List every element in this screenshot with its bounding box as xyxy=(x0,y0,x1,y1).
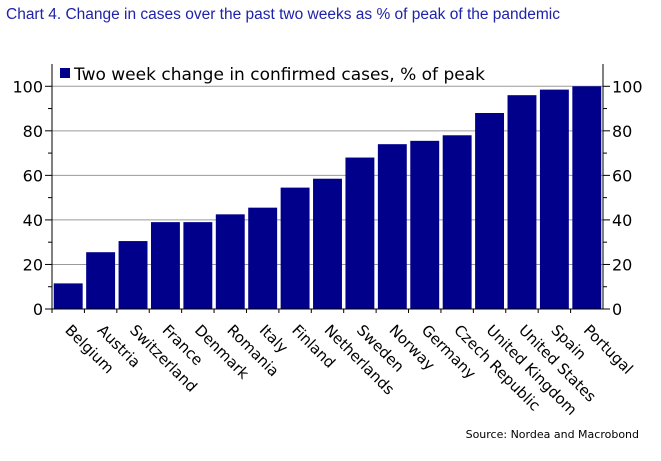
legend-swatch xyxy=(60,68,70,78)
y-tick-label-right: 80 xyxy=(612,122,632,141)
y-tick-label-left: 0 xyxy=(33,300,43,319)
source-note: Source: Nordea and Macrobond xyxy=(466,428,639,441)
bars xyxy=(54,86,602,309)
bar-chart: 0 20 40 60 80 100 0 20 40 60 80 100 BelgiumAustria… xyxy=(0,0,661,461)
y-tick-label-left: 20 xyxy=(23,255,43,274)
y-tick-label-right: 60 xyxy=(612,166,632,185)
bar xyxy=(183,222,212,309)
y-tick-label-right: 0 xyxy=(612,300,622,319)
y-axis-left-ticks: 0 20 40 60 80 100 xyxy=(12,77,43,319)
bar xyxy=(119,241,148,309)
bar xyxy=(508,95,537,309)
bar xyxy=(345,158,374,309)
y-tick-label-left: 40 xyxy=(23,211,43,230)
bar xyxy=(475,113,504,309)
bar xyxy=(281,188,310,309)
legend-label: Two week change in confirmed cases, % of… xyxy=(73,65,485,85)
bar xyxy=(540,90,569,309)
y-tick-label-left: 60 xyxy=(23,166,43,185)
bar xyxy=(313,179,342,309)
y-tick-label-right: 20 xyxy=(612,255,632,274)
bar xyxy=(443,135,472,309)
bar xyxy=(151,222,180,309)
y-tick-label-right: 100 xyxy=(612,77,643,96)
y-axis-right-ticks: 0 20 40 60 80 100 xyxy=(612,77,643,319)
y-tick-label-right: 40 xyxy=(612,211,632,230)
bar xyxy=(378,144,407,309)
bar xyxy=(410,141,439,309)
y-tick-label-left: 80 xyxy=(23,122,43,141)
bar xyxy=(248,208,277,309)
x-axis-labels: BelgiumAustriaSwitzerlandFranceDenmarkRo… xyxy=(61,321,636,419)
y-tick-label-left: 100 xyxy=(12,77,43,96)
bar xyxy=(54,283,83,309)
bar xyxy=(216,214,245,309)
bar xyxy=(572,86,601,309)
bar xyxy=(86,252,115,309)
legend: Two week change in confirmed cases, % of… xyxy=(60,65,485,85)
